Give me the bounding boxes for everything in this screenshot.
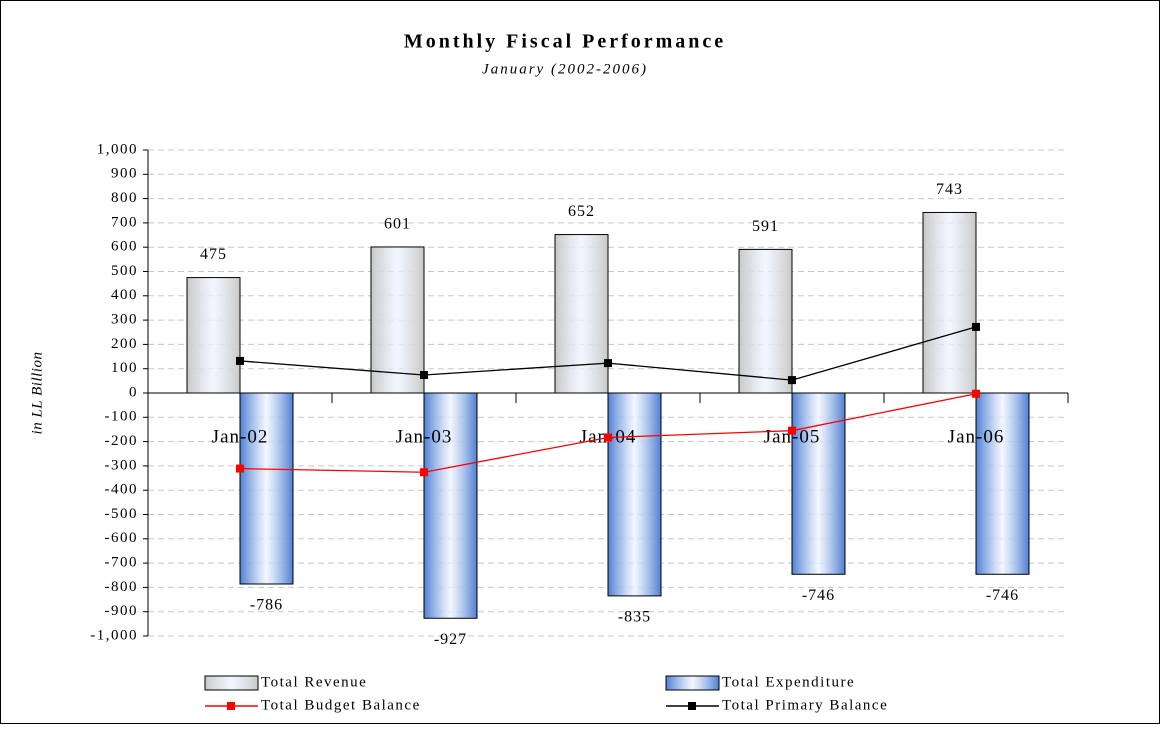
point — [788, 426, 796, 435]
y-tick-label: 500 — [111, 263, 138, 279]
y-tick-label: 600 — [111, 239, 138, 255]
data-label: 591 — [752, 218, 779, 235]
y-axis-label: in LL Billion — [29, 352, 45, 435]
point — [236, 356, 244, 365]
y-tick-label: 900 — [111, 166, 138, 182]
data-label: 743 — [936, 181, 963, 198]
y-tick-label: -100 — [105, 409, 139, 425]
legend-swatch — [204, 675, 259, 691]
y-tick-label: 1,000 — [97, 141, 138, 157]
y-tick-label: 800 — [111, 190, 138, 206]
y-tick-label: -200 — [105, 433, 139, 449]
x-tick-label: Jan-06 — [948, 426, 1005, 447]
y-tick-label: 300 — [111, 312, 138, 328]
y-tick-label: -1,000 — [90, 627, 138, 643]
y-tick-label: -500 — [105, 506, 139, 522]
point — [604, 433, 612, 442]
y-tick-label: -700 — [105, 555, 139, 571]
point — [420, 468, 428, 477]
y-tick-label: 400 — [111, 287, 138, 303]
data-label: 652 — [568, 203, 595, 220]
y-tick-label: 100 — [111, 360, 138, 376]
y-tick-label: 700 — [111, 214, 138, 230]
data-label: -746 — [802, 587, 835, 604]
legend-marker — [227, 702, 235, 710]
y-tick-label: -800 — [105, 579, 139, 595]
bar — [239, 392, 294, 585]
legend-label: Total Expenditure — [722, 674, 855, 690]
bar — [554, 234, 609, 394]
data-label: 475 — [200, 246, 227, 263]
y-tick-label: 0 — [129, 384, 138, 400]
point — [420, 371, 428, 380]
bar — [370, 246, 425, 394]
legend-label: Total Budget Balance — [261, 697, 421, 713]
data-label: -835 — [618, 609, 651, 626]
chart-subtitle: January (2002-2006) — [482, 61, 648, 77]
y-tick-label: -900 — [105, 603, 139, 619]
x-tick-label: Jan-03 — [396, 426, 453, 447]
data-label: -786 — [250, 597, 283, 614]
bar — [922, 211, 977, 394]
data-label: -746 — [986, 587, 1019, 604]
y-tick-label: -400 — [105, 482, 139, 498]
bar — [791, 392, 846, 575]
legend-swatch — [665, 675, 720, 691]
bar — [186, 277, 241, 394]
point — [972, 389, 980, 398]
bar — [738, 248, 793, 394]
legend-label: Total Revenue — [261, 674, 367, 690]
data-label: 601 — [384, 216, 411, 233]
bar — [975, 392, 1030, 575]
point — [788, 376, 796, 385]
y-tick-label: -300 — [105, 457, 139, 473]
legend-marker — [688, 702, 696, 710]
y-tick-label: 200 — [111, 336, 138, 352]
bar — [423, 392, 478, 619]
point — [604, 359, 612, 368]
x-tick-label: Jan-02 — [212, 426, 269, 447]
point — [972, 322, 980, 331]
data-label: -927 — [434, 631, 467, 648]
y-tick-label: -600 — [105, 530, 139, 546]
legend-label: Total Primary Balance — [722, 697, 888, 713]
point — [236, 464, 244, 473]
bar — [607, 392, 662, 597]
chart-title: Monthly Fiscal Performance — [404, 31, 726, 53]
